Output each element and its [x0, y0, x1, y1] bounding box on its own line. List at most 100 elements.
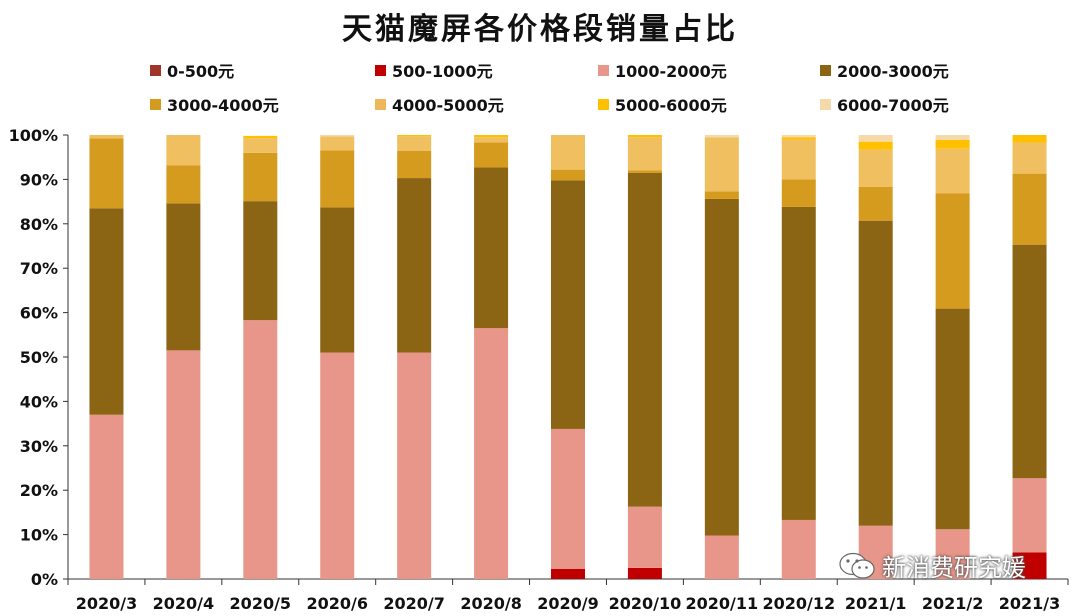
bar-segment-5-2020-12 [781, 179, 816, 207]
y-tick-label: 10% [20, 526, 58, 545]
x-tick-label: 2021/3 [999, 594, 1061, 613]
x-tick-label: 2020/6 [306, 594, 368, 613]
bar-segment-5-2020-10 [627, 170, 662, 173]
legend-item: 5000-6000元 [598, 92, 727, 116]
legend-swatch [150, 98, 161, 110]
y-tick-label: 60% [20, 304, 58, 323]
x-tick-label: 2020/8 [460, 594, 522, 613]
y-tick-label: 0% [31, 570, 58, 589]
bar-segment-2-2021-3 [1012, 552, 1047, 579]
bar-segment-3-2020-6 [320, 352, 355, 579]
y-tick-label: 30% [20, 437, 58, 456]
x-tick-label: 2020/4 [153, 594, 215, 613]
bar-segment-3-2021-2 [935, 529, 970, 579]
bar-segment-4-2020-8 [474, 167, 509, 329]
bar-segment-5-2020-5 [243, 152, 278, 202]
bar-segment-4-2020-10 [627, 172, 662, 507]
bar-segment-3-2020-11 [704, 535, 739, 579]
bar-segment-7-2020-8 [474, 135, 509, 138]
bar-segment-3-2020-5 [243, 320, 278, 579]
bar-segment-5-2020-3 [89, 138, 124, 209]
bar-segment-6-2020-7 [397, 136, 432, 151]
bar-segment-7-2020-5 [243, 135, 278, 139]
legend-label: 6000-7000元 [837, 96, 949, 115]
legend-label: 500-1000元 [392, 62, 493, 81]
bar-segment-5-2020-4 [166, 165, 201, 204]
x-tick-label: 2020/5 [230, 594, 292, 613]
legend-label: 3000-4000元 [167, 96, 279, 115]
bar-segment-3-2020-3 [89, 414, 124, 579]
legend-label: 4000-5000元 [392, 96, 504, 115]
bar-segment-3-2021-3 [1012, 478, 1047, 553]
bar-segment-6-2021-3 [1012, 142, 1047, 174]
bar-segment-7-2020-10 [627, 135, 662, 138]
bar-segment-5-2021-2 [935, 193, 970, 309]
bar-segment-7-2021-2 [935, 139, 970, 149]
bar-segment-6-2020-9 [551, 135, 585, 170]
bar-segment-5-2020-8 [474, 142, 509, 168]
bar-segment-5-2021-1 [858, 186, 893, 221]
bar-segment-5-2020-6 [320, 150, 355, 208]
bar-segment-4-2020-12 [781, 206, 816, 520]
bar-segment-4-2020-6 [320, 207, 355, 353]
y-tick-label: 100% [9, 126, 58, 145]
y-tick-label: 70% [20, 259, 58, 278]
legend-label: 2000-3000元 [837, 62, 949, 81]
bar-segment-5-2020-9 [551, 169, 585, 181]
bar-segment-7-2021-3 [1012, 135, 1047, 143]
x-tick-label: 2021/2 [922, 594, 984, 613]
bar-segment-8-2021-2 [935, 135, 970, 140]
bar-segment-4-2020-5 [243, 201, 278, 321]
bar-segment-4-2021-3 [1012, 244, 1047, 479]
bar-segment-6-2020-11 [704, 137, 739, 192]
bar-segment-8-2021-1 [858, 135, 893, 142]
x-tick-label: 2021/1 [845, 594, 907, 613]
y-tick-label: 80% [20, 215, 58, 234]
bar-segment-4-2020-4 [166, 203, 201, 351]
bar-segment-7-2020-12 [781, 137, 816, 140]
bar-segment-2-2020-9 [551, 568, 585, 579]
legend-swatch [598, 64, 609, 76]
y-tick-label: 20% [20, 481, 58, 500]
bar-segment-3-2020-8 [474, 328, 509, 579]
x-tick-label: 2020/12 [762, 594, 835, 613]
watermark: 新消费研究媛 [838, 548, 1026, 583]
x-tick-label: 2020/11 [686, 594, 759, 613]
bar-segment-3-2020-10 [627, 506, 662, 568]
bar-segment-2-2020-10 [627, 567, 662, 579]
watermark-text: 新消费研究媛 [882, 554, 1026, 582]
bar-segment-5-2020-11 [704, 191, 739, 199]
legend-label: 1000-2000元 [615, 62, 727, 81]
bar-segment-4-2021-1 [858, 220, 893, 526]
y-tick-label: 90% [20, 170, 58, 189]
bar-segment-4-2020-7 [397, 178, 432, 353]
x-tick-label: 2020/3 [76, 594, 138, 613]
legend-swatch [375, 64, 386, 76]
legend-label: 5000-6000元 [615, 96, 727, 115]
bar-segment-6-2020-10 [627, 137, 662, 171]
y-tick-label: 50% [20, 348, 58, 367]
bar-segment-3-2020-9 [551, 428, 585, 569]
bar-segment-6-2020-6 [320, 136, 355, 151]
legend-item: 1000-2000元 [598, 58, 727, 82]
bar-segment-5-2021-3 [1012, 173, 1047, 245]
wechat-icon [839, 552, 875, 579]
legend-item: 3000-4000元 [150, 92, 279, 116]
bar-segment-6-2020-8 [474, 137, 509, 143]
bar-segment-6-2020-3 [89, 135, 124, 139]
bar-segment-4-2020-3 [89, 208, 124, 415]
x-tick-label: 2020/10 [609, 594, 682, 613]
legend-swatch [150, 64, 161, 76]
bar-segment-4-2021-2 [935, 308, 970, 530]
bar-segment-8-2020-6 [320, 135, 355, 137]
y-tick-label: 40% [20, 392, 58, 411]
bar-segment-3-2020-7 [397, 352, 432, 579]
bar-segment-7-2020-7 [397, 135, 432, 137]
legend-swatch [820, 98, 831, 110]
x-tick-label: 2020/7 [383, 594, 445, 613]
chart-title: 天猫魔屏各价格段销量占比 [342, 12, 738, 47]
x-tick-label: 2020/9 [537, 594, 599, 613]
bar-segment-7-2021-1 [858, 141, 893, 150]
legend-swatch [375, 98, 386, 110]
